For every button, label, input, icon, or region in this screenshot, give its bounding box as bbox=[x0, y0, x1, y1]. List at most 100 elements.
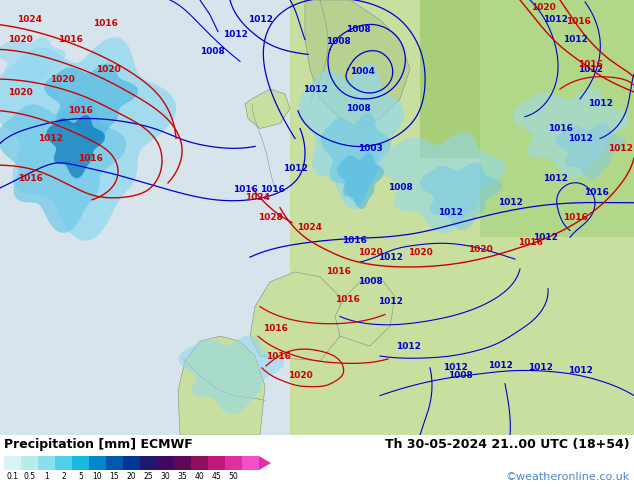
Text: 1012: 1012 bbox=[378, 253, 403, 262]
Bar bbox=[89, 456, 106, 470]
Bar bbox=[55, 456, 72, 470]
Text: 1003: 1003 bbox=[358, 144, 382, 153]
Text: 1008: 1008 bbox=[200, 47, 224, 56]
Text: 2: 2 bbox=[61, 472, 66, 481]
Text: 1016: 1016 bbox=[342, 236, 366, 245]
Text: 1020: 1020 bbox=[468, 245, 493, 254]
Text: 1016: 1016 bbox=[578, 60, 602, 69]
Text: 1020: 1020 bbox=[531, 3, 555, 12]
Polygon shape bbox=[420, 162, 502, 230]
Polygon shape bbox=[44, 63, 138, 143]
Text: 35: 35 bbox=[178, 472, 188, 481]
Polygon shape bbox=[250, 272, 340, 361]
Text: 1024: 1024 bbox=[245, 193, 271, 202]
Bar bbox=[38, 456, 55, 470]
Polygon shape bbox=[0, 98, 126, 233]
Bar bbox=[72, 456, 89, 470]
Polygon shape bbox=[335, 277, 395, 346]
Bar bbox=[242, 456, 259, 470]
Text: 1008: 1008 bbox=[387, 183, 412, 193]
Text: 1012: 1012 bbox=[488, 362, 512, 370]
Text: 0.5: 0.5 bbox=[23, 472, 36, 481]
Text: 1012: 1012 bbox=[302, 84, 327, 94]
Text: 1016: 1016 bbox=[583, 188, 609, 197]
Text: 10: 10 bbox=[93, 472, 102, 481]
Bar bbox=[191, 456, 208, 470]
Text: 1012: 1012 bbox=[247, 15, 273, 24]
Text: 1020: 1020 bbox=[288, 371, 313, 380]
Bar bbox=[225, 456, 242, 470]
Polygon shape bbox=[299, 63, 404, 210]
Text: 1012: 1012 bbox=[567, 367, 592, 375]
Polygon shape bbox=[0, 37, 66, 87]
Text: 1024: 1024 bbox=[297, 223, 323, 232]
Text: 1016: 1016 bbox=[68, 106, 93, 115]
Text: 1016: 1016 bbox=[335, 295, 359, 304]
Polygon shape bbox=[321, 113, 391, 203]
Text: 1020: 1020 bbox=[358, 247, 382, 257]
Bar bbox=[140, 456, 157, 470]
Bar bbox=[174, 456, 191, 470]
Text: Th 30-05-2024 21..00 UTC (18+54): Th 30-05-2024 21..00 UTC (18+54) bbox=[385, 438, 630, 451]
Bar bbox=[123, 456, 140, 470]
Bar bbox=[0, 0, 300, 435]
Text: 1008: 1008 bbox=[346, 104, 370, 113]
Text: 1016: 1016 bbox=[548, 124, 573, 133]
Polygon shape bbox=[337, 153, 384, 209]
Bar bbox=[420, 0, 634, 158]
Text: 1012: 1012 bbox=[223, 30, 247, 39]
Text: 1020: 1020 bbox=[8, 89, 32, 98]
Text: 1020: 1020 bbox=[96, 65, 120, 74]
Text: 1012: 1012 bbox=[437, 208, 462, 217]
Text: 1020: 1020 bbox=[49, 74, 74, 84]
Polygon shape bbox=[178, 336, 265, 435]
Text: 1016: 1016 bbox=[18, 173, 42, 182]
Bar bbox=[4, 456, 21, 470]
Text: 1008: 1008 bbox=[326, 37, 351, 46]
Text: 1016: 1016 bbox=[259, 185, 285, 195]
Bar bbox=[208, 456, 225, 470]
Text: 1012: 1012 bbox=[527, 364, 552, 372]
Text: 1016: 1016 bbox=[566, 17, 590, 26]
Text: 1012: 1012 bbox=[378, 297, 403, 306]
Polygon shape bbox=[46, 115, 105, 178]
Text: ©weatheronline.co.uk: ©weatheronline.co.uk bbox=[506, 472, 630, 482]
Text: 0.1: 0.1 bbox=[6, 472, 18, 481]
Text: 1012: 1012 bbox=[443, 364, 467, 372]
Text: 1024: 1024 bbox=[18, 15, 42, 24]
Text: 1012: 1012 bbox=[37, 134, 62, 143]
Text: 5: 5 bbox=[78, 472, 83, 481]
Text: 50: 50 bbox=[229, 472, 238, 481]
Text: 1: 1 bbox=[44, 472, 49, 481]
Text: 15: 15 bbox=[110, 472, 119, 481]
Bar bbox=[290, 0, 634, 435]
Text: 1012: 1012 bbox=[562, 35, 588, 44]
Text: 1012: 1012 bbox=[283, 164, 307, 172]
Text: 1012: 1012 bbox=[588, 99, 612, 108]
Text: 1016: 1016 bbox=[326, 268, 351, 276]
Text: 25: 25 bbox=[144, 472, 153, 481]
Text: 1004: 1004 bbox=[349, 67, 375, 75]
Text: 1012: 1012 bbox=[543, 15, 567, 24]
Text: 30: 30 bbox=[160, 472, 171, 481]
Bar bbox=[21, 456, 38, 470]
Text: 1012: 1012 bbox=[543, 173, 567, 182]
Bar bbox=[106, 456, 123, 470]
Text: 20: 20 bbox=[127, 472, 136, 481]
Text: 1012: 1012 bbox=[607, 144, 633, 153]
Polygon shape bbox=[555, 123, 626, 179]
Text: 45: 45 bbox=[212, 472, 221, 481]
Bar bbox=[480, 0, 634, 237]
Polygon shape bbox=[0, 37, 176, 241]
Polygon shape bbox=[513, 88, 630, 178]
Text: 1012: 1012 bbox=[533, 233, 557, 242]
Text: 1028: 1028 bbox=[257, 213, 282, 222]
Text: 1012: 1012 bbox=[567, 134, 592, 143]
Text: 1020: 1020 bbox=[8, 35, 32, 44]
Polygon shape bbox=[245, 89, 290, 128]
Polygon shape bbox=[377, 132, 506, 234]
Text: 1016: 1016 bbox=[233, 185, 257, 195]
Text: 1016: 1016 bbox=[77, 154, 103, 163]
Text: 1012: 1012 bbox=[396, 342, 420, 351]
Bar bbox=[157, 456, 174, 470]
